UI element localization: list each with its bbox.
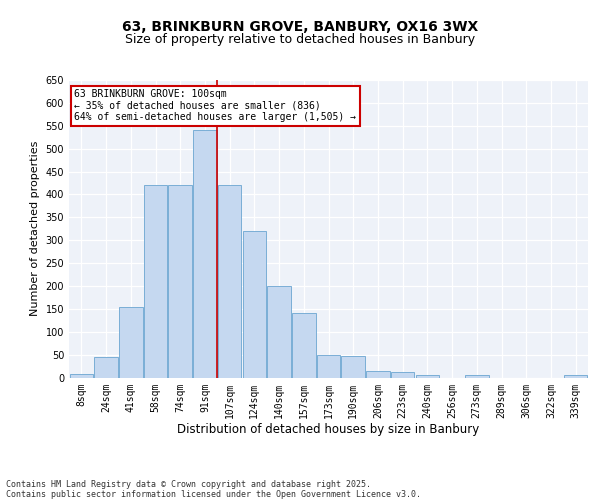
Bar: [268, 286, 291, 378]
Bar: [144, 186, 167, 378]
Bar: [317, 354, 340, 378]
Bar: [341, 356, 365, 378]
Bar: [465, 375, 488, 378]
Bar: [193, 130, 217, 378]
Bar: [169, 186, 192, 378]
Text: Size of property relative to detached houses in Banbury: Size of property relative to detached ho…: [125, 32, 475, 46]
Y-axis label: Number of detached properties: Number of detached properties: [30, 141, 40, 316]
Text: 63, BRINKBURN GROVE, BANBURY, OX16 3WX: 63, BRINKBURN GROVE, BANBURY, OX16 3WX: [122, 20, 478, 34]
Bar: [218, 186, 241, 378]
Bar: [70, 374, 93, 378]
Bar: [416, 375, 439, 378]
X-axis label: Distribution of detached houses by size in Banbury: Distribution of detached houses by size …: [178, 423, 479, 436]
Text: Contains HM Land Registry data © Crown copyright and database right 2025.
Contai: Contains HM Land Registry data © Crown c…: [6, 480, 421, 500]
Bar: [564, 375, 587, 378]
Bar: [119, 306, 143, 378]
Bar: [391, 372, 415, 378]
Bar: [242, 231, 266, 378]
Text: 63 BRINKBURN GROVE: 100sqm
← 35% of detached houses are smaller (836)
64% of sem: 63 BRINKBURN GROVE: 100sqm ← 35% of deta…: [74, 89, 356, 122]
Bar: [292, 314, 316, 378]
Bar: [94, 357, 118, 378]
Bar: [366, 370, 389, 378]
